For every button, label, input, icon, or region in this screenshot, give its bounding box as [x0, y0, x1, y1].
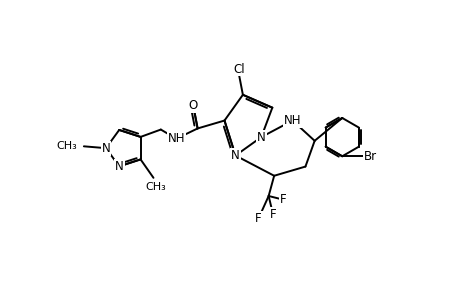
Text: Br: Br: [363, 150, 376, 163]
Text: NH: NH: [167, 132, 185, 145]
Text: N: N: [256, 130, 265, 144]
Text: N: N: [101, 142, 110, 155]
Text: Cl: Cl: [233, 62, 245, 76]
Text: NH: NH: [283, 114, 301, 127]
Text: O: O: [188, 99, 197, 112]
Text: F: F: [254, 212, 261, 225]
Text: F: F: [280, 193, 286, 206]
Text: CH₃: CH₃: [56, 141, 77, 151]
Text: CH₃: CH₃: [145, 182, 165, 192]
Text: N: N: [115, 160, 123, 173]
Text: F: F: [269, 208, 276, 221]
Text: N: N: [230, 149, 240, 162]
